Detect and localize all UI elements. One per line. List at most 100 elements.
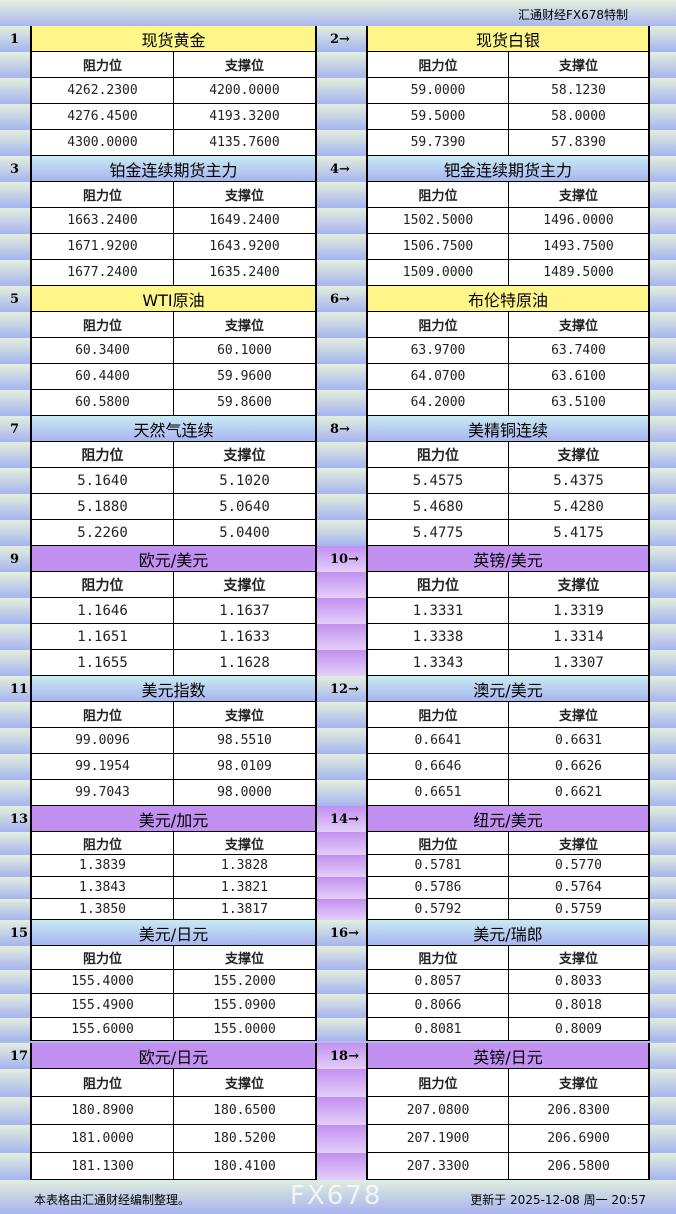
table-border	[366, 234, 368, 260]
table-border	[366, 994, 368, 1018]
right-strip	[648, 1097, 676, 1125]
section-title: 铂金连续期货主力	[30, 156, 317, 182]
table-border	[30, 130, 32, 156]
right-strip	[648, 1125, 676, 1153]
right-strip	[648, 806, 676, 832]
resistance-value: 5.1640	[32, 468, 174, 494]
section-number: 6→	[330, 291, 350, 307]
middle-strip	[316, 234, 368, 260]
left-strip	[0, 1018, 30, 1041]
resistance-value: 0.5786	[368, 877, 509, 899]
section-title: 钯金连续期货主力	[366, 156, 650, 182]
table-border	[366, 52, 368, 78]
resistance-value: 1.3331	[368, 598, 509, 624]
table-row: 99.1954 98.0109 0.6646 0.6626	[0, 754, 676, 780]
table-border	[30, 520, 32, 546]
resistance-value: 5.1880	[32, 494, 174, 520]
table-row: 155.4000 155.2000 0.8057 0.8033	[0, 970, 676, 994]
section-title-row: 1 现货黄金 2→ 现货白银	[0, 26, 676, 52]
middle-strip	[316, 650, 368, 676]
left-strip	[0, 994, 30, 1018]
right-strip	[648, 702, 676, 728]
support-value: 98.0109	[174, 754, 317, 780]
section-number: 1	[10, 31, 20, 47]
right-strip	[648, 624, 676, 650]
resistance-value: 1.1655	[32, 650, 174, 676]
resistance-value: 181.1300	[32, 1153, 174, 1180]
table-row: 155.6000 155.0000 0.8081 0.8009	[0, 1018, 676, 1041]
right-strip	[648, 572, 676, 598]
table-border	[366, 702, 368, 728]
support-value: 57.8390	[509, 130, 650, 156]
support-value: 1489.5000	[509, 260, 650, 286]
support-value: 155.0000	[174, 1018, 317, 1041]
table-row: 1663.2400 1649.2400 1502.5000 1496.0000	[0, 208, 676, 234]
right-strip	[648, 130, 676, 156]
support-value: 1643.9200	[174, 234, 317, 260]
left-strip	[0, 234, 30, 260]
resistance-value: 1.3843	[32, 877, 174, 899]
right-strip	[648, 994, 676, 1018]
right-strip	[648, 338, 676, 364]
right-strip	[648, 26, 676, 52]
table-border	[366, 855, 368, 877]
left-strip	[0, 364, 30, 390]
right-strip	[648, 494, 676, 520]
right-strip	[648, 754, 676, 780]
table-border	[366, 624, 368, 650]
section-title: 英镑/日元	[366, 1043, 650, 1069]
left-strip	[0, 877, 30, 899]
left-strip	[0, 546, 30, 572]
left-strip	[0, 1097, 30, 1125]
table-border	[30, 442, 32, 468]
right-strip	[648, 780, 676, 806]
left-strip	[0, 754, 30, 780]
resistance-value: 60.5800	[32, 390, 174, 416]
table-border	[30, 899, 32, 920]
table-border	[366, 468, 368, 494]
support-value: 0.6621	[509, 780, 650, 806]
column-header-row: 阻力位 支撑位 阻力位 支撑位	[0, 702, 676, 728]
support-value: 63.5100	[509, 390, 650, 416]
right-strip	[648, 390, 676, 416]
support-value: 1.3828	[174, 855, 317, 877]
support-value: 1635.2400	[174, 260, 317, 286]
table-border	[30, 598, 32, 624]
resistance-header: 阻力位	[368, 442, 509, 468]
section-title: 英镑/美元	[366, 546, 650, 572]
left-strip	[0, 104, 30, 130]
table-border	[30, 1125, 32, 1153]
table-border	[366, 877, 368, 899]
right-strip	[648, 156, 676, 182]
table-row: 1.3843 1.3821 0.5786 0.5764	[0, 877, 676, 899]
resistance-value: 1.3343	[368, 650, 509, 676]
support-value: 1.3314	[509, 624, 650, 650]
resistance-value: 60.3400	[32, 338, 174, 364]
right-strip	[648, 78, 676, 104]
table-border	[366, 1153, 368, 1180]
table-row: 1.3850 1.3817 0.5792 0.5759	[0, 899, 676, 920]
support-header: 支撑位	[174, 946, 317, 970]
table-border	[366, 312, 368, 338]
left-strip	[0, 855, 30, 877]
resistance-value: 5.4680	[368, 494, 509, 520]
table-border	[366, 130, 368, 156]
resistance-value: 1502.5000	[368, 208, 509, 234]
left-strip	[0, 520, 30, 546]
table-border	[366, 780, 368, 806]
section-number: 11	[10, 681, 29, 697]
table-border	[30, 208, 32, 234]
support-value: 1493.7500	[509, 234, 650, 260]
middle-strip	[316, 1097, 368, 1125]
resistance-header: 阻力位	[368, 1069, 509, 1097]
resistance-value: 155.4000	[32, 970, 174, 994]
support-header: 支撑位	[509, 702, 650, 728]
section-number: 3	[10, 161, 20, 177]
table-border	[30, 52, 32, 78]
table-row: 155.4900 155.0900 0.8066 0.8018	[0, 994, 676, 1018]
middle-strip	[316, 78, 368, 104]
right-strip	[648, 312, 676, 338]
resistance-header: 阻力位	[32, 52, 174, 78]
table-border	[366, 1097, 368, 1125]
table-border	[30, 728, 32, 754]
